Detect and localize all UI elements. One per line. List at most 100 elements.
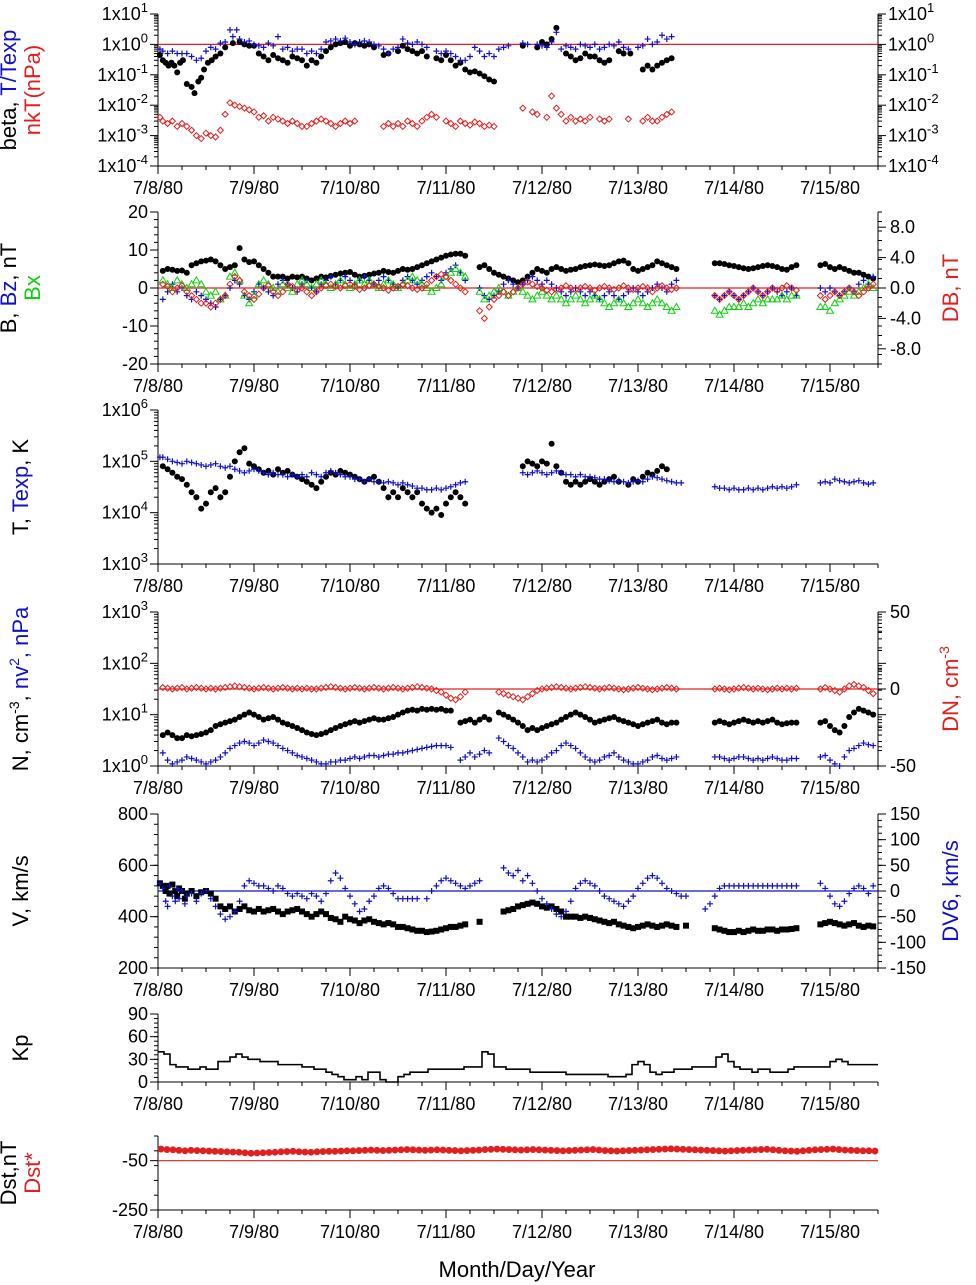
data-point (222, 905, 229, 912)
data-point (246, 907, 253, 914)
data-point (571, 117, 580, 125)
data-point (294, 890, 301, 897)
x-tick-label: 7/10/80 (320, 178, 380, 198)
data-point (275, 882, 281, 889)
data-point (539, 724, 545, 731)
data-point (342, 269, 349, 276)
data-point (433, 273, 440, 280)
data-point (683, 922, 689, 929)
data-point (552, 291, 561, 299)
data-point (787, 1147, 795, 1155)
data-point (720, 685, 729, 693)
data-point (428, 258, 435, 265)
data-point (648, 288, 657, 296)
data-point (457, 922, 464, 929)
data-point (563, 478, 569, 485)
data-point (341, 117, 349, 125)
data-point (467, 749, 473, 756)
data-point (630, 266, 637, 272)
data-point (423, 113, 431, 122)
data-point (246, 460, 253, 467)
data-point (822, 752, 829, 759)
data-point (831, 266, 838, 272)
data-point (188, 53, 195, 60)
data-point (577, 264, 584, 271)
data-point (159, 463, 166, 470)
x-tick-label: 7/13/80 (608, 778, 668, 798)
data-point (620, 718, 627, 725)
data-point (211, 1147, 219, 1155)
data-point (279, 273, 286, 280)
data-point (644, 719, 651, 726)
data-point (556, 294, 566, 303)
data-point (841, 478, 848, 485)
data-point (246, 37, 253, 44)
y-tick-label: 1x101 (102, 701, 148, 725)
data-point (735, 264, 742, 271)
data-point (233, 26, 240, 33)
data-point (207, 895, 214, 902)
series-b (159, 245, 877, 286)
data-point (615, 685, 623, 693)
data-point (822, 261, 829, 268)
data-point (409, 266, 416, 272)
data-point (499, 689, 508, 698)
data-point (423, 44, 430, 51)
data-point (260, 908, 267, 915)
data-point (865, 273, 872, 280)
data-point (625, 923, 632, 930)
data-point (301, 1148, 309, 1156)
data-point (865, 709, 872, 716)
y-tick-label-right: 1x101 (888, 0, 934, 24)
data-point (524, 758, 531, 765)
x-tick-label: 7/15/80 (800, 778, 860, 798)
data-point (781, 1147, 789, 1155)
data-point (403, 282, 412, 290)
data-point (739, 683, 748, 692)
data-point (534, 727, 541, 734)
data-point (673, 753, 680, 760)
data-point (174, 69, 181, 76)
data-point (611, 42, 617, 49)
data-point (606, 752, 613, 759)
data-point (176, 895, 183, 902)
data-point (265, 885, 272, 892)
data-point (759, 486, 766, 493)
data-point (846, 747, 853, 754)
data-point (649, 262, 656, 269)
data-point (343, 1147, 351, 1155)
data-point (548, 38, 555, 45)
data-point (284, 473, 291, 480)
data-point (628, 298, 638, 307)
data-point (731, 929, 737, 936)
data-point (217, 262, 224, 269)
data-point (533, 282, 541, 291)
data-point (231, 716, 238, 723)
data-point (294, 473, 301, 480)
data-point (639, 266, 646, 272)
data-point (271, 1148, 279, 1156)
data-point (750, 285, 757, 291)
data-point (313, 288, 320, 295)
data-point (716, 718, 723, 725)
data-point (347, 755, 353, 762)
data-point (731, 292, 737, 299)
data-point (754, 288, 762, 296)
data-point (207, 727, 214, 734)
data-point (423, 273, 430, 280)
data-point (739, 1146, 747, 1154)
data-point (644, 36, 651, 43)
data-point (423, 895, 430, 902)
data-point (649, 473, 656, 480)
data-point (231, 101, 239, 109)
x-tick-label: 7/15/80 (800, 1094, 860, 1114)
x-tick-label: 7/14/80 (704, 778, 764, 798)
data-point (654, 716, 661, 723)
data-point (231, 742, 238, 749)
data-point (159, 454, 166, 461)
data-point (831, 760, 838, 767)
data-point (198, 731, 205, 738)
data-point (199, 1147, 207, 1155)
